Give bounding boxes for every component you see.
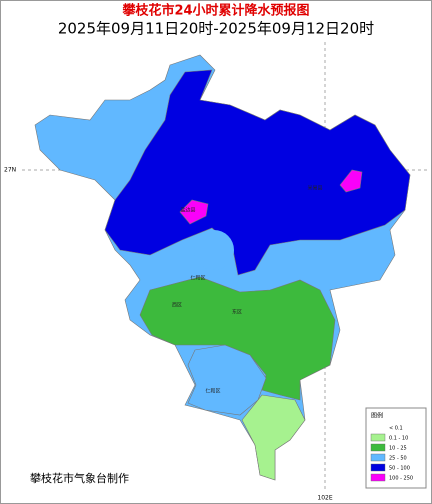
map-subtitle: 2025年09月11日20时-2025年09月12日20时 <box>58 20 374 38</box>
region-0.1-10 <box>241 394 306 481</box>
legend-swatch <box>370 453 386 462</box>
legend-swatch <box>370 463 386 472</box>
place-label: 米易县 <box>307 185 322 192</box>
legend-label: 25 - 50 <box>389 456 407 462</box>
legend-label: 10 - 25 <box>389 446 407 452</box>
region-100-250 <box>179 199 209 225</box>
legend-label: 100 - 250 <box>389 476 413 482</box>
legend: 图例 < 0.1 0.1 - 10 10 - 25 25 - 50 50 - 100 10… <box>365 407 427 489</box>
footer: 攀枝花市气象台制作 <box>30 471 129 485</box>
place-label: 盐边县 <box>180 207 195 214</box>
legend-swatch <box>371 424 385 431</box>
place-label: 西区 <box>172 303 182 309</box>
legend-label: 0.1 - 10 <box>389 436 408 442</box>
region-50-100 <box>104 69 411 276</box>
legend-label: 50 - 100 <box>389 466 410 472</box>
place-label: 仁和区 <box>190 275 205 282</box>
legend-swatch <box>370 473 386 482</box>
region-10-25 <box>139 276 336 401</box>
place-label: 仁和区 <box>205 388 220 395</box>
legend-swatch <box>370 433 386 442</box>
lon-label: 102E <box>317 495 332 502</box>
region-25-50 <box>194 230 234 270</box>
legend-swatch <box>370 443 386 452</box>
legend-title: 图例 <box>371 412 383 420</box>
map-title: 攀枝花市24小时累计降水预报图 <box>121 3 309 19</box>
legend-label: < 0.1 <box>389 426 403 432</box>
lat-label: 27N <box>4 167 16 174</box>
place-label: 东区 <box>232 309 242 316</box>
region-25-50 <box>187 344 267 416</box>
place-labels: 盐边县 米易县 仁和区 西区 东区 仁和区 <box>172 185 323 395</box>
map <box>34 54 411 481</box>
region-100-250 <box>339 169 363 193</box>
